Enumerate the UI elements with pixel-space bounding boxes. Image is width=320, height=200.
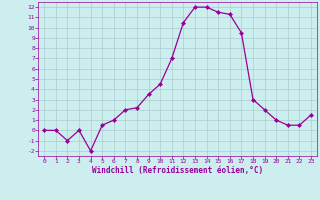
X-axis label: Windchill (Refroidissement éolien,°C): Windchill (Refroidissement éolien,°C) bbox=[92, 166, 263, 175]
